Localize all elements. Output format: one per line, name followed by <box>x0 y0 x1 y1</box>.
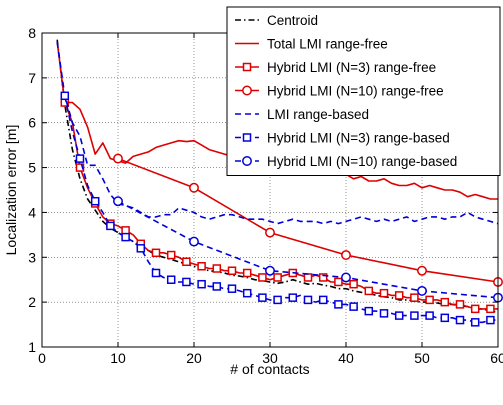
data-point <box>259 274 266 281</box>
y-tick-label: 7 <box>28 70 36 86</box>
data-point <box>229 285 236 292</box>
data-point <box>92 198 99 205</box>
data-point <box>365 287 372 294</box>
data-point <box>426 296 433 303</box>
data-point <box>122 227 129 234</box>
data-point <box>213 265 220 272</box>
data-point <box>289 294 296 301</box>
data-point <box>305 296 312 303</box>
data-point <box>350 281 357 288</box>
data-point <box>137 245 144 252</box>
data-point <box>259 294 266 301</box>
data-point <box>411 312 418 319</box>
y-tick-label: 4 <box>28 204 36 220</box>
data-point <box>487 317 494 324</box>
data-point <box>457 317 464 324</box>
data-point <box>418 267 426 275</box>
data-point <box>396 312 403 319</box>
data-point <box>441 314 448 321</box>
x-axis-label: # of contacts <box>230 361 309 377</box>
legend-label: Hybrid LMI (N=10) range-based <box>267 154 457 169</box>
data-point <box>122 234 129 241</box>
x-tick-label: 60 <box>490 350 503 366</box>
data-point <box>396 292 403 299</box>
data-point <box>190 184 198 192</box>
legend-label: LMI range-based <box>267 107 369 122</box>
legend-marker <box>244 134 251 141</box>
data-point <box>61 92 68 99</box>
data-point <box>213 283 220 290</box>
data-point <box>320 296 327 303</box>
data-point <box>183 278 190 285</box>
data-point <box>153 269 160 276</box>
data-point <box>244 290 251 297</box>
x-tick-label: 0 <box>38 350 46 366</box>
data-point <box>457 301 464 308</box>
data-point <box>244 269 251 276</box>
data-point <box>350 303 357 310</box>
y-tick-label: 2 <box>28 294 36 310</box>
legend-item: Hybrid LMI (N=3) range-based <box>235 131 450 146</box>
y-tick-label: 3 <box>28 249 36 265</box>
x-tick-label: 20 <box>186 350 202 366</box>
legend-marker <box>244 64 251 71</box>
data-point <box>114 154 122 162</box>
data-point <box>114 197 122 205</box>
legend-label: Hybrid LMI (N=10) range-free <box>267 84 444 99</box>
legend-item: Hybrid LMI (N=10) range-free <box>235 84 444 99</box>
y-tick-label: 1 <box>28 339 36 355</box>
data-point <box>153 249 160 256</box>
data-point <box>365 308 372 315</box>
data-point <box>472 319 479 326</box>
data-point <box>418 287 426 295</box>
data-point <box>411 294 418 301</box>
legend-label: Total LMI range-free <box>267 37 388 52</box>
data-point <box>107 222 114 229</box>
data-point <box>335 278 342 285</box>
data-point <box>229 267 236 274</box>
x-tick-label: 50 <box>414 350 430 366</box>
data-point <box>274 274 281 281</box>
y-tick-label: 6 <box>28 115 36 131</box>
data-point <box>168 252 175 259</box>
data-point <box>168 276 175 283</box>
data-point <box>198 263 205 270</box>
data-point <box>266 267 274 275</box>
data-point <box>342 251 350 259</box>
data-point <box>381 290 388 297</box>
data-point <box>198 281 205 288</box>
x-tick-label: 10 <box>110 350 126 366</box>
legend-marker <box>243 157 251 165</box>
legend-label: Hybrid LMI (N=3) range-free <box>267 60 436 75</box>
y-tick-label: 8 <box>28 25 36 41</box>
data-point <box>472 305 479 312</box>
y-axis-label: Localization error [m] <box>3 125 19 256</box>
data-point <box>305 274 312 281</box>
legend-item: Hybrid LMI (N=10) range-based <box>235 154 457 169</box>
data-point <box>426 312 433 319</box>
y-tick-label: 5 <box>28 160 36 176</box>
data-point <box>274 296 281 303</box>
x-tick-label: 40 <box>338 350 354 366</box>
data-point <box>335 301 342 308</box>
data-point <box>190 237 198 245</box>
legend-label: Hybrid LMI (N=3) range-based <box>267 131 450 146</box>
data-point <box>266 228 274 236</box>
legend-label: Centroid <box>267 13 318 28</box>
data-point <box>381 310 388 317</box>
data-point <box>487 305 494 312</box>
legend-marker <box>243 86 251 94</box>
data-point <box>183 258 190 265</box>
data-point <box>342 273 350 281</box>
data-point <box>441 299 448 306</box>
data-point <box>77 155 84 162</box>
legend: Centroid Total LMI range-free Hybrid LMI (… <box>227 7 500 176</box>
